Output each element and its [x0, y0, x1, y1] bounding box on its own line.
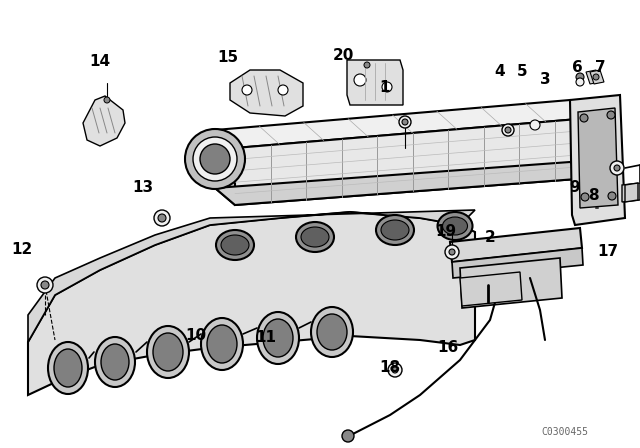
Ellipse shape [185, 129, 245, 189]
Circle shape [399, 116, 411, 128]
Polygon shape [460, 272, 522, 306]
Ellipse shape [296, 222, 334, 252]
Ellipse shape [216, 230, 254, 260]
Text: 2: 2 [484, 231, 495, 246]
Polygon shape [230, 70, 303, 116]
Polygon shape [215, 162, 590, 205]
Text: 20: 20 [332, 47, 354, 63]
Text: 5: 5 [516, 65, 527, 79]
Circle shape [37, 277, 53, 293]
Polygon shape [590, 70, 604, 84]
Polygon shape [450, 228, 582, 262]
Polygon shape [83, 96, 125, 146]
Circle shape [342, 430, 354, 442]
Circle shape [593, 74, 599, 80]
Text: 7: 7 [595, 60, 605, 76]
Ellipse shape [101, 344, 129, 380]
Ellipse shape [48, 342, 88, 394]
Circle shape [502, 124, 514, 136]
Text: 14: 14 [90, 55, 111, 69]
Ellipse shape [438, 212, 472, 240]
Circle shape [242, 85, 252, 95]
Circle shape [614, 165, 620, 171]
Polygon shape [235, 118, 590, 205]
Circle shape [610, 161, 624, 175]
Ellipse shape [95, 337, 135, 387]
Circle shape [278, 85, 288, 95]
Ellipse shape [207, 325, 237, 363]
Circle shape [581, 193, 589, 201]
Text: 16: 16 [437, 340, 459, 356]
Ellipse shape [201, 318, 243, 370]
Ellipse shape [257, 312, 299, 364]
Circle shape [505, 127, 511, 133]
Circle shape [158, 214, 166, 222]
Text: 4: 4 [495, 65, 506, 79]
Circle shape [445, 245, 459, 259]
Polygon shape [215, 130, 235, 205]
Ellipse shape [193, 137, 237, 181]
Ellipse shape [381, 220, 409, 240]
Polygon shape [28, 212, 475, 395]
Text: 10: 10 [186, 327, 207, 343]
Circle shape [41, 281, 49, 289]
Circle shape [576, 73, 584, 81]
Text: 1: 1 [380, 81, 390, 95]
Text: 12: 12 [12, 242, 33, 258]
Polygon shape [578, 108, 618, 208]
Circle shape [392, 367, 398, 373]
Ellipse shape [263, 319, 293, 357]
Circle shape [607, 111, 615, 119]
Text: 9: 9 [570, 181, 580, 195]
Text: 17: 17 [597, 245, 619, 259]
Circle shape [382, 82, 392, 92]
Text: 15: 15 [218, 51, 239, 65]
Polygon shape [570, 95, 625, 225]
Circle shape [402, 119, 408, 125]
Polygon shape [586, 70, 600, 84]
Text: 6: 6 [572, 60, 582, 76]
Polygon shape [622, 183, 640, 202]
Text: C0300455: C0300455 [541, 427, 589, 437]
Circle shape [608, 192, 616, 200]
Circle shape [104, 97, 110, 103]
Text: 3: 3 [540, 73, 550, 87]
Ellipse shape [442, 217, 467, 235]
Text: 18: 18 [380, 361, 401, 375]
Circle shape [388, 363, 402, 377]
Text: 19: 19 [435, 224, 456, 240]
Ellipse shape [311, 307, 353, 357]
Ellipse shape [317, 314, 347, 350]
Polygon shape [347, 60, 403, 105]
Circle shape [154, 210, 170, 226]
Text: 8: 8 [588, 189, 598, 203]
Ellipse shape [153, 333, 183, 371]
Ellipse shape [147, 326, 189, 378]
Ellipse shape [54, 349, 82, 387]
Text: 11: 11 [255, 331, 276, 345]
Polygon shape [452, 248, 583, 278]
Polygon shape [215, 100, 590, 148]
Text: 13: 13 [132, 181, 154, 195]
Polygon shape [460, 258, 562, 308]
Circle shape [449, 249, 455, 255]
Circle shape [576, 78, 584, 86]
Ellipse shape [376, 215, 414, 245]
Ellipse shape [301, 227, 329, 247]
Circle shape [530, 120, 540, 130]
Circle shape [580, 114, 588, 122]
Circle shape [364, 62, 370, 68]
Ellipse shape [221, 235, 249, 255]
Polygon shape [28, 210, 475, 342]
Circle shape [354, 74, 366, 86]
Ellipse shape [200, 144, 230, 174]
Polygon shape [625, 183, 638, 202]
